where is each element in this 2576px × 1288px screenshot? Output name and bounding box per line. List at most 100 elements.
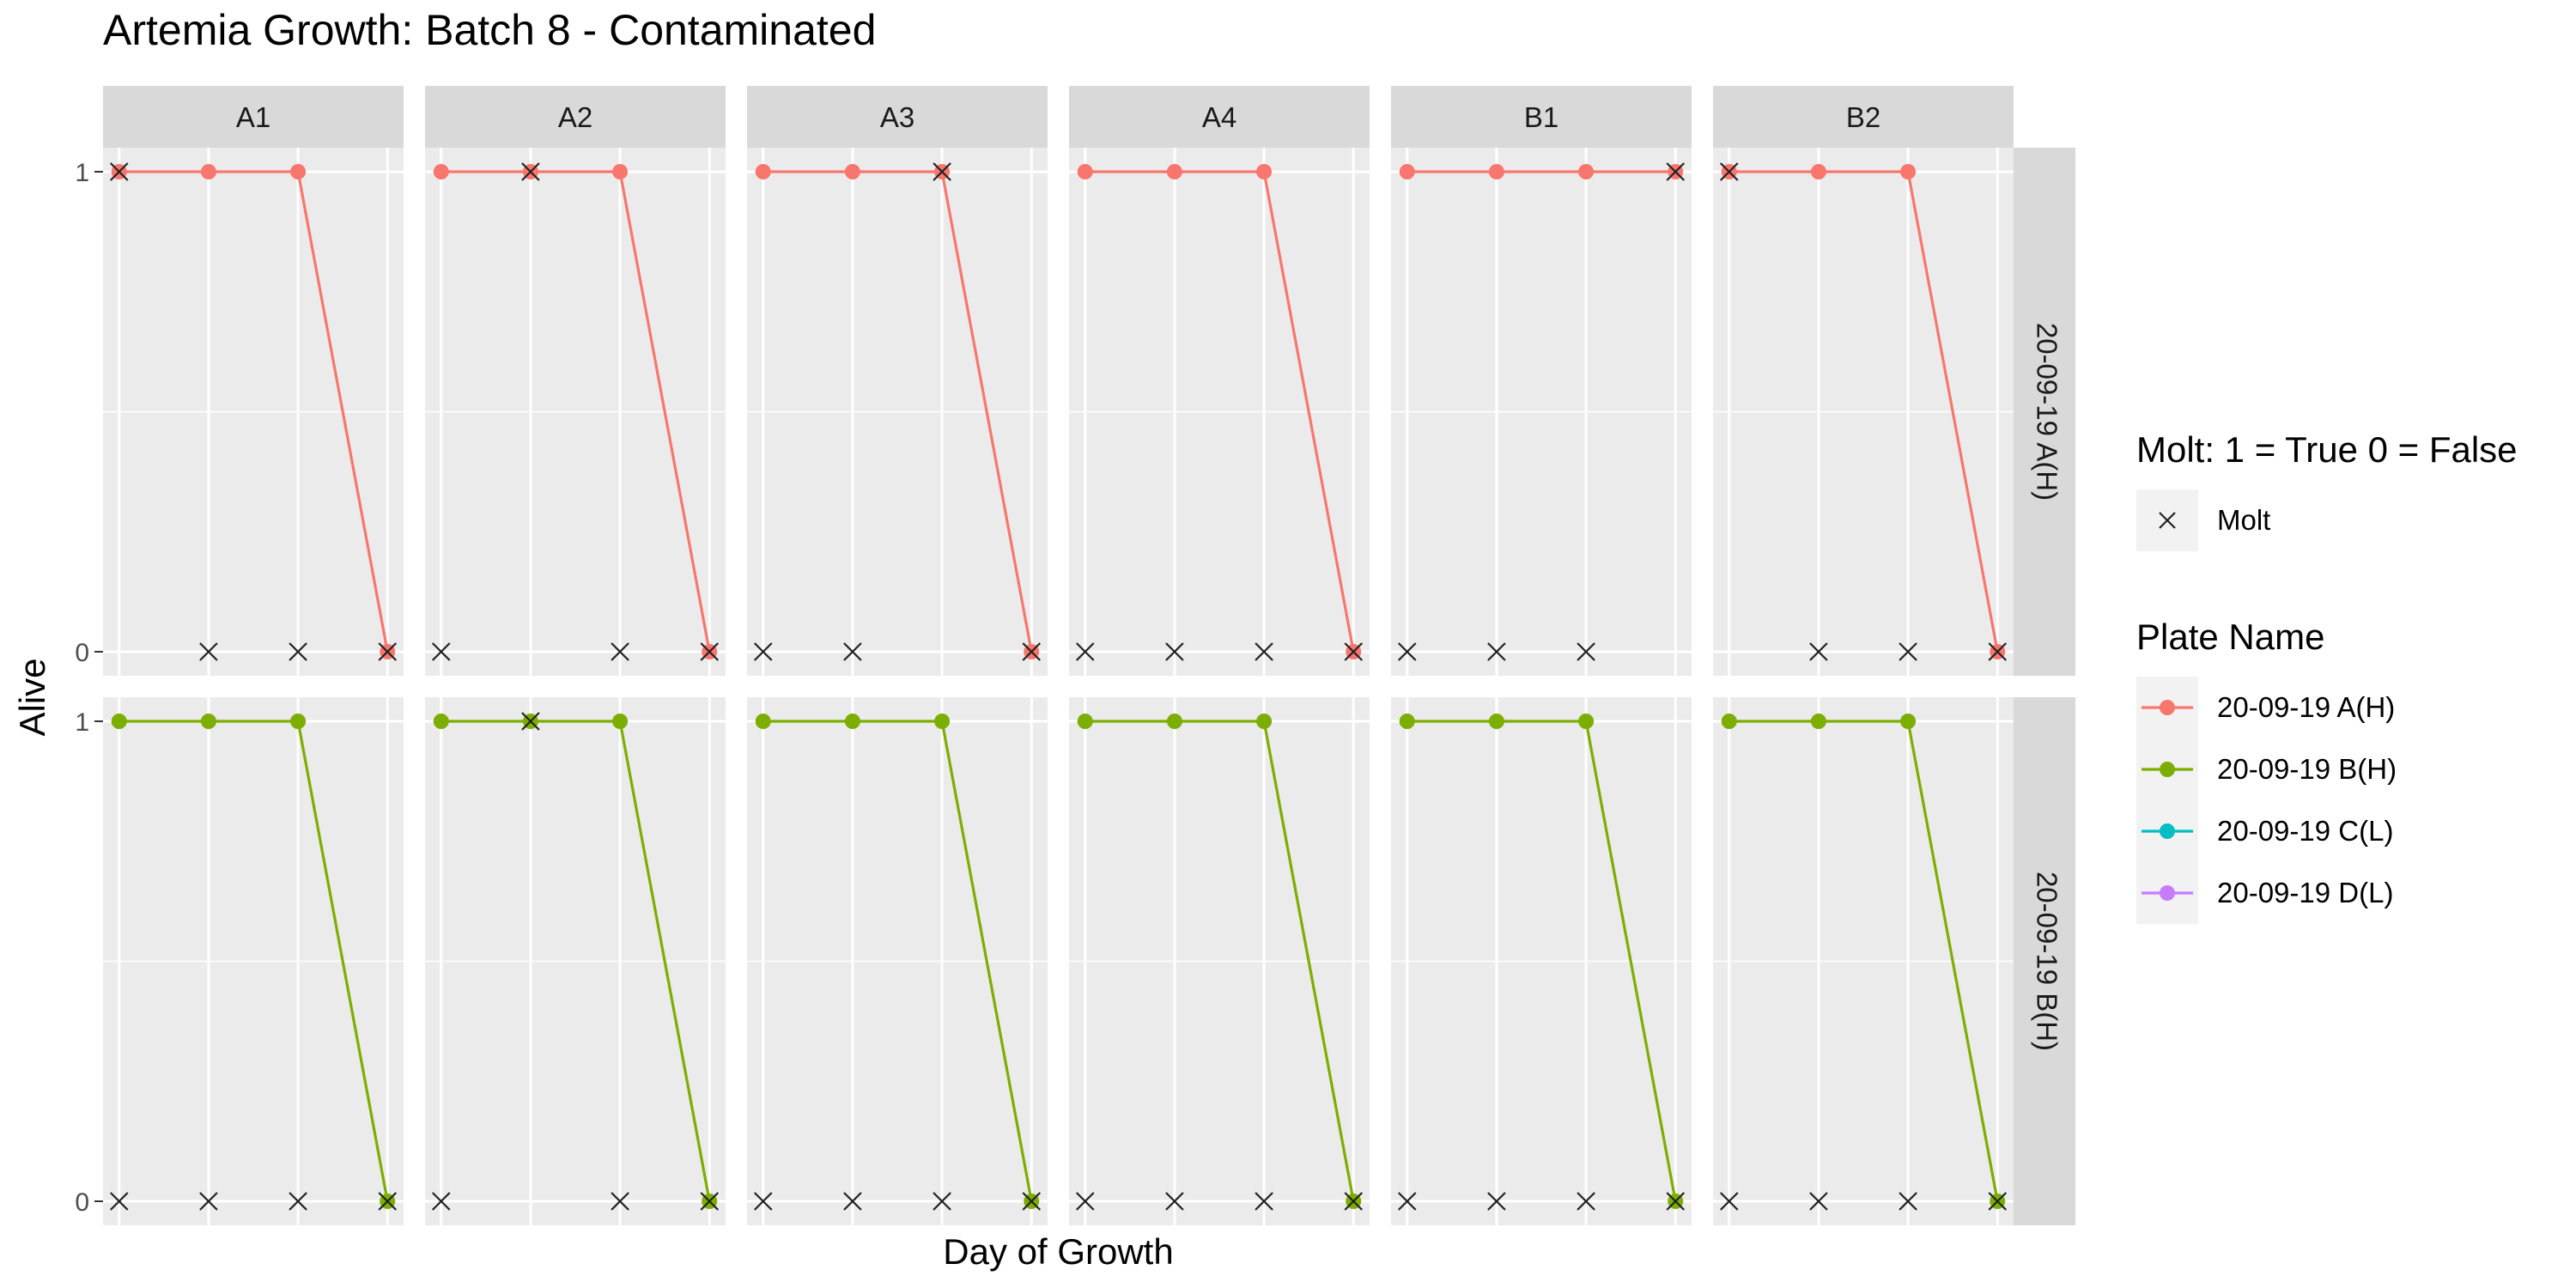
facet-row-label: 20-09-19 B(H) bbox=[2031, 872, 2063, 1051]
molt-stroke bbox=[521, 712, 540, 731]
molt-stroke bbox=[1988, 642, 2008, 661]
legend-label: 20-09-19 B(H) bbox=[2217, 753, 2397, 785]
molt-marker bbox=[1255, 1192, 1273, 1211]
legend: Molt: 1 = True 0 = False Molt Plate Name… bbox=[2136, 429, 2566, 924]
molt-marker bbox=[843, 642, 862, 661]
data-point bbox=[1900, 714, 1917, 729]
legend-item-plate: 20-09-19 B(H) bbox=[2136, 738, 2566, 800]
molt-marker bbox=[700, 1192, 720, 1211]
legend-key-icon bbox=[2136, 862, 2198, 924]
legend-label: 20-09-19 A(H) bbox=[2217, 691, 2396, 723]
molt-marker bbox=[431, 1192, 451, 1211]
data-point bbox=[433, 164, 449, 179]
molt-stroke bbox=[1255, 1192, 1273, 1211]
molt-marker bbox=[611, 1192, 629, 1211]
series-line bbox=[1084, 720, 1355, 1202]
facet-strip-A3 bbox=[747, 86, 1048, 148]
molt-stroke bbox=[199, 1192, 218, 1211]
facet-label-A1: A1 bbox=[236, 101, 270, 133]
chart-title: Artemia Growth: Batch 8 - Contaminated bbox=[103, 6, 877, 54]
data-point bbox=[1578, 714, 1595, 729]
facet-strip-B2 bbox=[1713, 86, 2014, 148]
molt-stroke bbox=[1487, 642, 1506, 661]
molt-marker bbox=[378, 1192, 398, 1211]
molt-stroke bbox=[700, 642, 720, 661]
legend-plate-title: Plate Name bbox=[2136, 617, 2325, 657]
molt-marker bbox=[109, 162, 129, 181]
data-point bbox=[1399, 714, 1415, 729]
molt-stroke bbox=[1577, 642, 1595, 661]
legend-molt: Molt: 1 = True 0 = False Molt bbox=[2136, 429, 2566, 551]
legend-item-plate: 20-09-19 D(L) bbox=[2136, 862, 2566, 924]
molt-stroke bbox=[611, 1192, 629, 1211]
molt-marker bbox=[1165, 1192, 1184, 1211]
molt-marker bbox=[1022, 1192, 1042, 1211]
legend-plate: Plate Name 20-09-19 A(H) 20-09-19 B(H) 20-… bbox=[2136, 617, 2566, 924]
molt-stroke bbox=[199, 642, 218, 661]
data-point bbox=[1077, 714, 1093, 729]
molt-stroke bbox=[753, 642, 773, 661]
data-point bbox=[290, 164, 307, 179]
data-point bbox=[844, 714, 860, 729]
facet-label-B2: B2 bbox=[1846, 101, 1880, 133]
data-point bbox=[111, 714, 127, 729]
molt-stroke bbox=[843, 642, 862, 661]
facet-label-A3: A3 bbox=[880, 101, 914, 133]
molt-marker bbox=[1577, 642, 1595, 661]
molt-stroke bbox=[1165, 642, 1184, 661]
legend-item-plate: 20-09-19 A(H) bbox=[2136, 677, 2566, 738]
facet-label-A2: A2 bbox=[558, 101, 592, 133]
data-point bbox=[1810, 714, 1826, 729]
facet-row-label: 20-09-19 A(H) bbox=[2031, 323, 2063, 501]
data-point bbox=[612, 164, 629, 179]
series-line bbox=[1084, 170, 1355, 653]
molt-marker bbox=[611, 642, 629, 661]
data-point bbox=[755, 714, 771, 729]
molt-stroke bbox=[611, 642, 629, 661]
molt-marker bbox=[1899, 642, 1917, 661]
y-tick-label: 0 bbox=[75, 639, 89, 667]
molt-stroke bbox=[1075, 642, 1095, 661]
legend-label: 20-09-19 C(L) bbox=[2217, 815, 2394, 847]
molt-stroke bbox=[1577, 1192, 1595, 1211]
molt-stroke bbox=[109, 162, 129, 181]
facet-label-A4: A4 bbox=[1202, 101, 1236, 133]
series-line bbox=[1406, 720, 1677, 1202]
y-tick-label: 1 bbox=[75, 159, 89, 187]
molt-marker bbox=[1666, 162, 1686, 181]
data-point bbox=[844, 164, 860, 179]
series-line bbox=[1728, 170, 1999, 653]
molt-marker bbox=[1719, 162, 1739, 181]
molt-marker bbox=[521, 162, 540, 181]
data-point bbox=[1166, 714, 1182, 729]
data-point bbox=[1578, 164, 1595, 179]
molt-marker bbox=[1809, 642, 1828, 661]
molt-marker bbox=[1397, 642, 1417, 661]
molt-stroke bbox=[933, 1192, 951, 1211]
molt-marker bbox=[199, 642, 218, 661]
legend-label: Molt bbox=[2217, 504, 2271, 536]
series-line bbox=[118, 170, 389, 653]
facet-strip-A2 bbox=[425, 86, 726, 148]
series-line bbox=[762, 720, 1033, 1202]
legend-item-plate: 20-09-19 C(L) bbox=[2136, 800, 2566, 862]
molt-marker bbox=[1719, 1192, 1739, 1211]
molt-marker bbox=[1075, 1192, 1095, 1211]
molt-marker bbox=[289, 642, 307, 661]
molt-stroke bbox=[1899, 1192, 1917, 1211]
data-point bbox=[1077, 164, 1093, 179]
data-point bbox=[1488, 714, 1504, 729]
legend-molt-title: Molt: 1 = True 0 = False bbox=[2136, 429, 2518, 470]
molt-stroke bbox=[1397, 1192, 1417, 1211]
data-point bbox=[1166, 164, 1182, 179]
molt-marker bbox=[1344, 1192, 1364, 1211]
legend-key-icon bbox=[2136, 800, 2198, 862]
facet-label-B1: B1 bbox=[1524, 101, 1558, 133]
molt-stroke bbox=[378, 1192, 398, 1211]
legend-label: 20-09-19 D(L) bbox=[2217, 877, 2394, 908]
y-tick-label: 0 bbox=[75, 1188, 89, 1217]
data-point bbox=[1256, 164, 1273, 179]
series-line bbox=[440, 720, 711, 1202]
molt-marker bbox=[1899, 1192, 1917, 1211]
